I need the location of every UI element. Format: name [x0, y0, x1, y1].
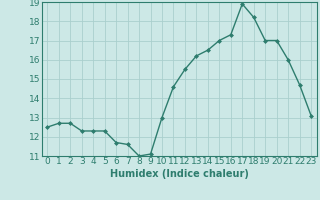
X-axis label: Humidex (Indice chaleur): Humidex (Indice chaleur) [110, 169, 249, 179]
